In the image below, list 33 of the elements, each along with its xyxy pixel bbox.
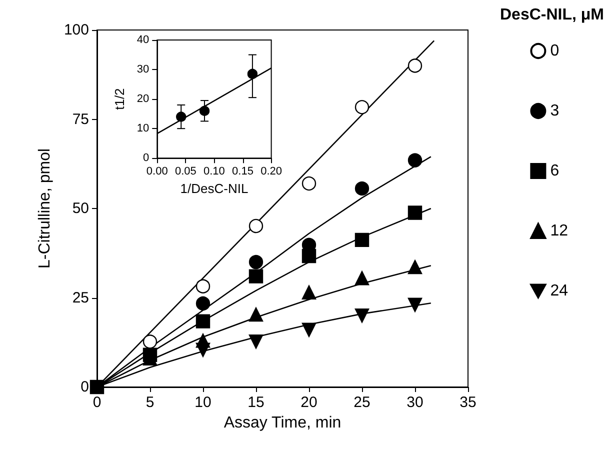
x-tick-label: 35 <box>460 394 476 411</box>
x-axis-title: 1/DesC-NIL <box>180 181 248 196</box>
x-tick-label: 15 <box>248 394 264 411</box>
y-tick-label: 0 <box>80 378 89 396</box>
y-axis-title: t1/2 <box>112 88 127 110</box>
y-tick-label: 50 <box>72 200 89 217</box>
x-tick-label: 5 <box>146 394 154 411</box>
y-tick-label: 25 <box>72 289 89 306</box>
x-tick-label: 0.20 <box>260 166 282 178</box>
y-tick-label: 20 <box>136 93 150 106</box>
legend-title: DesC-NIL, μM <box>500 6 604 24</box>
y-tick-label: 100 <box>64 22 89 38</box>
x-tick-label: 0.00 <box>146 166 168 178</box>
x-axis-title: Assay Time, min <box>224 414 342 432</box>
legend-label: 24 <box>550 282 568 300</box>
legend-label: 12 <box>550 222 568 240</box>
x-tick-label: 0.15 <box>232 166 254 178</box>
x-tick-label: 30 <box>406 394 424 411</box>
legend-label: 0 <box>550 42 560 60</box>
legend-label: 6 <box>550 162 560 180</box>
y-tick-label: 0 <box>143 152 150 164</box>
y-tick-label: 30 <box>136 64 150 76</box>
y-tick-label: 10 <box>136 122 150 135</box>
x-tick-label: 25 <box>354 394 370 411</box>
x-tick-label: 20 <box>300 394 318 411</box>
y-tick-label: 40 <box>136 34 150 46</box>
x-tick-label: 0.10 <box>204 166 225 178</box>
x-tick-label: 10 <box>194 394 212 411</box>
x-tick-label: 0.05 <box>174 166 196 178</box>
y-axis-title: L-Citrulline, pmol <box>36 148 54 269</box>
legend-label: 3 <box>550 102 560 120</box>
y-tick-label: 75 <box>72 110 89 128</box>
x-tick-label: 0 <box>92 394 102 411</box>
